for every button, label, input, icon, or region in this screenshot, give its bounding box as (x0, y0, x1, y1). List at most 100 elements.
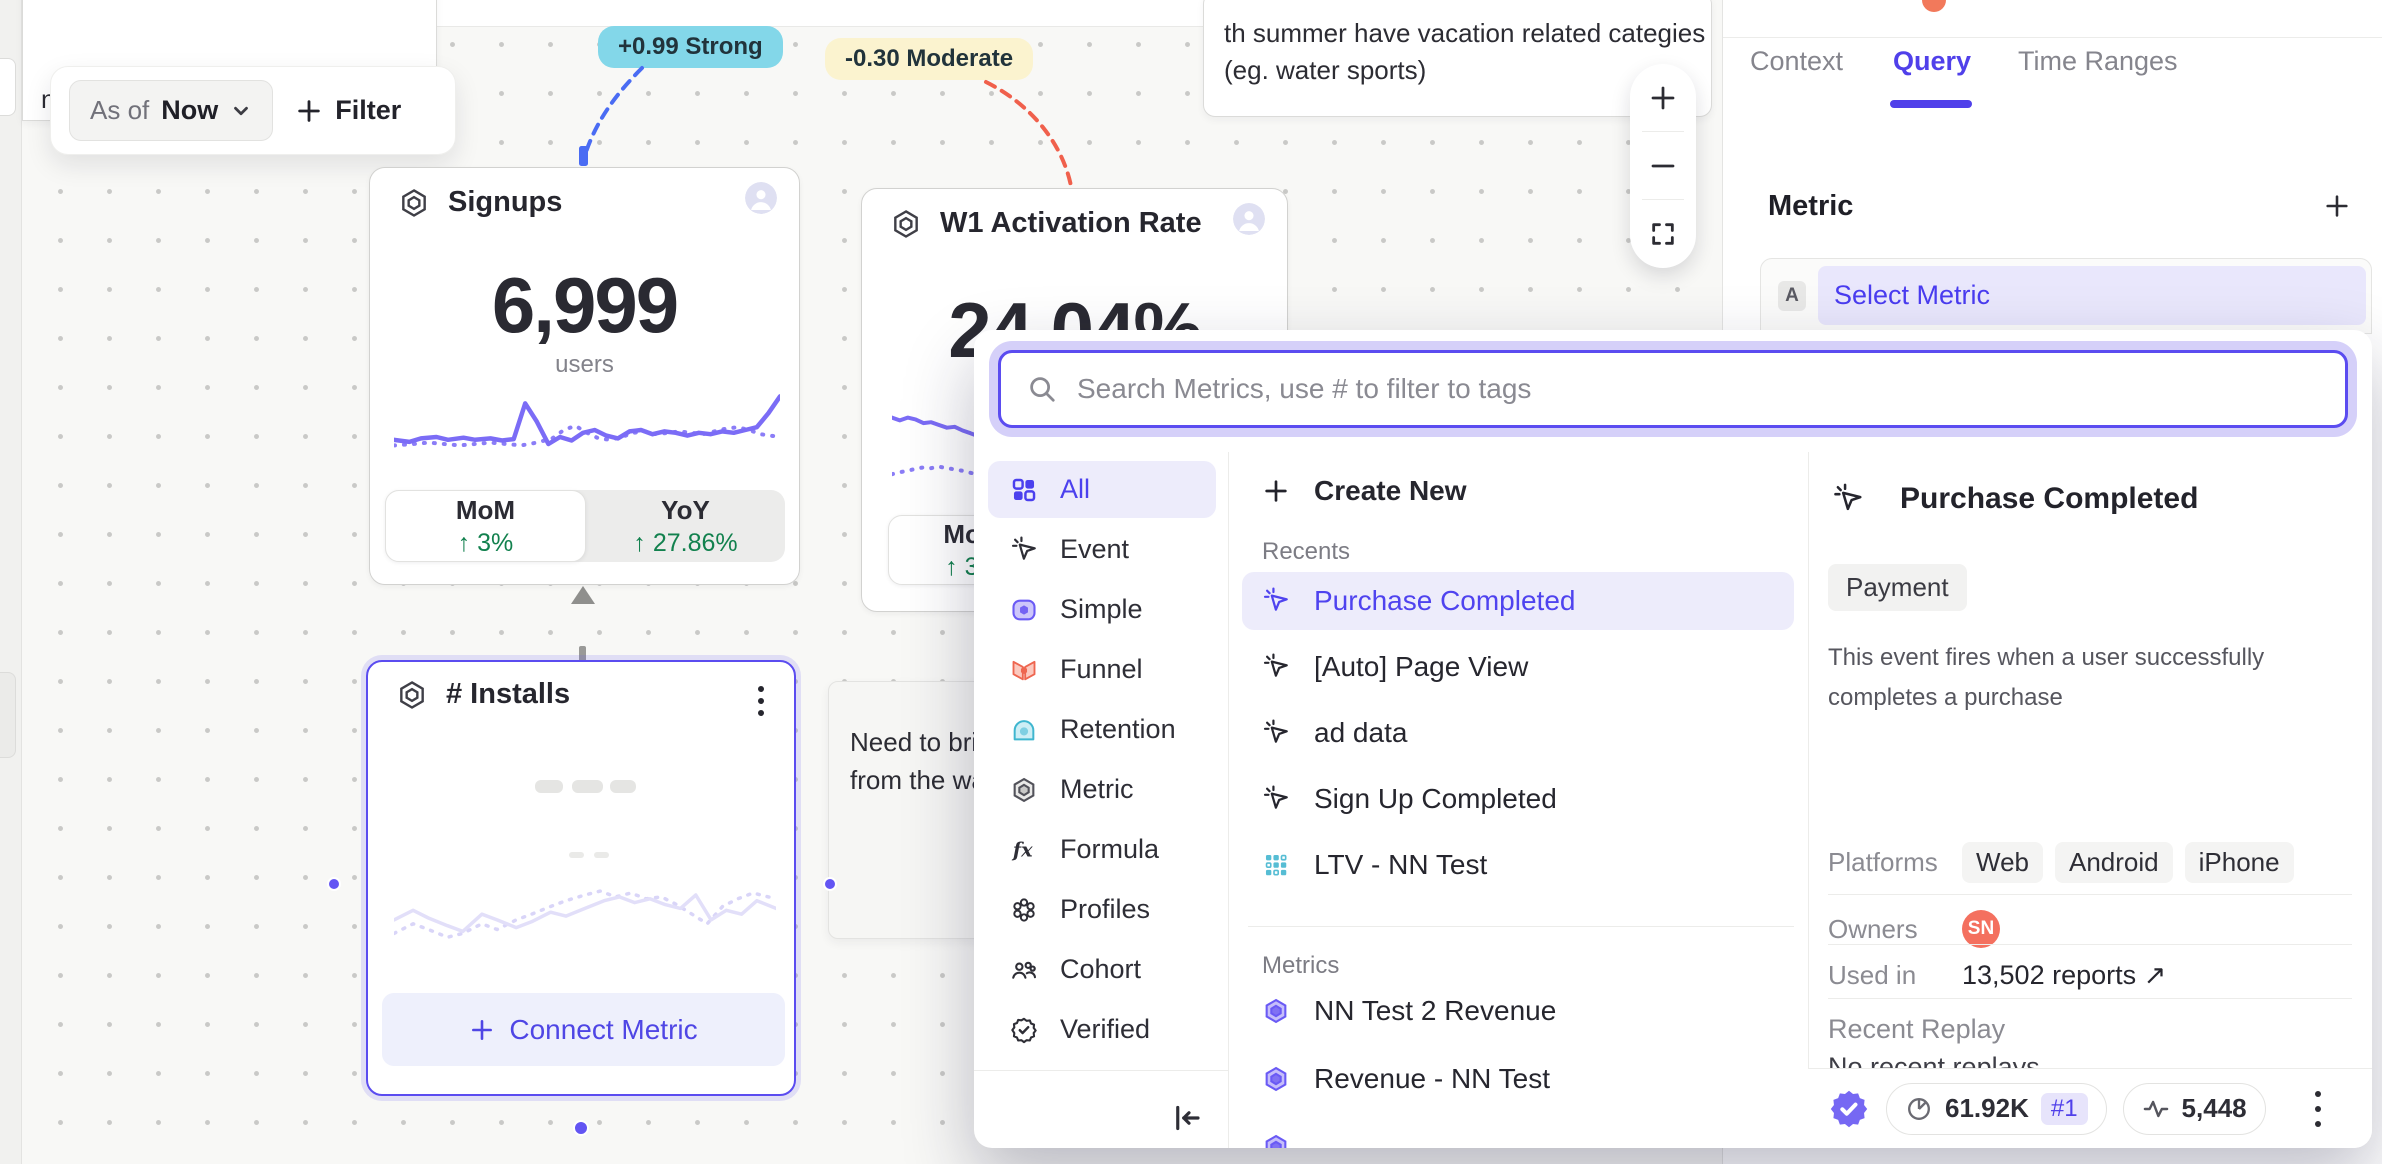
cohort-icon (1010, 956, 1038, 984)
tab-context[interactable]: Context (1750, 46, 1844, 76)
tab-query[interactable]: Query (1893, 46, 1972, 76)
kebab-menu-icon[interactable] (754, 682, 768, 722)
category-event[interactable]: Event (988, 521, 1216, 578)
event-description: This event fires when a user successfull… (1828, 644, 2265, 711)
create-new-button[interactable]: Create New (1242, 462, 1794, 520)
category-label: Profiles (1060, 894, 1151, 924)
list-item-label: LTV - NN Test (1314, 849, 1488, 880)
add-filter-button[interactable]: Filter (295, 95, 401, 126)
verified-seal-icon[interactable] (1828, 1088, 1870, 1130)
category-verified[interactable]: Verified (988, 1001, 1216, 1058)
metric-hexagon-icon (400, 680, 424, 709)
category-funnel[interactable]: Funnel (988, 641, 1216, 698)
connect-metric-label: Connect Metric (509, 1013, 698, 1045)
toggle-delta: ↑ 27.86% (633, 528, 738, 557)
platforms-row: Platforms Web Android iPhone (1828, 842, 2352, 883)
event-detail-panel: Purchase Completed Payment This event fi… (1808, 452, 2372, 1148)
list-item-label: Sign Up Completed (1314, 783, 1557, 814)
create-new-label: Create New (1314, 475, 1467, 506)
divider (1642, 131, 1684, 132)
used-in-value[interactable]: 13,502 reports ↗ (1962, 960, 2167, 990)
category-retention[interactable]: Retention (988, 701, 1216, 758)
event-icon (1262, 653, 1290, 681)
toggle-mom[interactable]: MoM ↑ 3% (385, 490, 586, 562)
activation-sparkline-dotted (892, 464, 990, 479)
list-item-auto-page-view[interactable]: [Auto] Page View (1242, 638, 1794, 696)
metric-hexagon-icon (894, 209, 918, 238)
toggle-yoy[interactable]: YoY ↑ 27.86% (586, 490, 785, 562)
note-line-2: (eg. water sports) (1224, 55, 1427, 85)
list-item-ltv-nn-test[interactable]: LTV - NN Test (1242, 836, 1794, 894)
metric-search-input[interactable] (1077, 373, 2319, 405)
kebab-menu-icon[interactable] (2312, 1087, 2324, 1131)
event-tag-payment[interactable]: Payment (1828, 564, 1967, 611)
as-of-dropdown[interactable]: As of Now (69, 80, 274, 141)
connect-metric-button[interactable]: Connect Metric (382, 993, 785, 1066)
select-metric-button[interactable]: Select Metric (1818, 266, 2366, 325)
category-profiles[interactable]: Profiles (988, 881, 1216, 938)
correlation-badge-moderate[interactable]: -0.30 Moderate (825, 38, 1034, 80)
category-simple[interactable]: Simple (988, 581, 1216, 638)
event-icon (1832, 480, 1864, 518)
list-item-nn-test-2-revenue[interactable]: NN Test 2 Revenue (1242, 982, 1794, 1040)
toggle-label: YoY (661, 494, 710, 525)
list-item-revenue-nn-test[interactable]: Revenue - NN Test (1242, 1050, 1794, 1108)
search-icon (1030, 377, 1055, 402)
category-label: Cohort (1060, 954, 1142, 984)
divider (1642, 199, 1684, 200)
retention-icon (1010, 716, 1038, 744)
list-item-label: Revenue - NN Test (1314, 1063, 1551, 1094)
list-item-purchase-completed[interactable]: Purchase Completed (1242, 572, 1794, 630)
category-all[interactable]: All (988, 461, 1216, 518)
event-count-pill[interactable]: 5,448 (2122, 1082, 2266, 1135)
category-formula[interactable]: fx Formula (988, 821, 1216, 878)
pie-chart-icon (1908, 1097, 1930, 1120)
rail-fragment (0, 58, 16, 116)
zoom-out-button[interactable] (1630, 132, 1696, 199)
metric-card-signups[interactable]: Signups 6,999 users MoM ↑ 3% YoY ↑ 27.86… (369, 167, 800, 585)
used-in-row: Used in 13,502 reports ↗ (1828, 960, 2352, 991)
list-item-[interactable] (1242, 1118, 1794, 1148)
platform-tag-iphone[interactable]: iPhone (2184, 842, 2294, 883)
list-item-label: NN Test 2 Revenue (1314, 995, 1557, 1026)
add-metric-button[interactable] (2323, 192, 2351, 220)
metric-card-installs[interactable]: # Installs Connect Metric (366, 660, 796, 1096)
list-item-label: ad data (1314, 717, 1408, 748)
metric-purple-icon (1262, 1133, 1290, 1148)
category-metric[interactable]: Metric (988, 761, 1216, 818)
installs-sparkline (394, 893, 776, 934)
metric-unit: users (555, 351, 614, 378)
plus-icon (1651, 86, 1675, 109)
grid-icon (1010, 476, 1038, 504)
divider (1808, 452, 1809, 1148)
skeleton-bar (572, 780, 603, 793)
divider (1723, 37, 2382, 38)
left-rail (0, 0, 22, 1164)
category-label: Funnel (1060, 654, 1143, 684)
list-item-sign-up-completed[interactable]: Sign Up Completed (1242, 770, 1794, 828)
correlation-badge-strong[interactable]: +0.99 Strong (598, 26, 783, 68)
sticky-note-summer[interactable]: th summer have vacation related categies… (1203, 0, 1712, 117)
volume-pill[interactable]: 61.92K #1 (1886, 1082, 2107, 1135)
metric-purple-icon (1262, 997, 1290, 1025)
platform-tags: Web Android iPhone (1962, 842, 2306, 883)
owners-label: Owners (1828, 913, 1918, 944)
platform-tag-web[interactable]: Web (1962, 842, 2043, 883)
avatar (1233, 203, 1265, 235)
used-in-label: Used in (1828, 960, 1917, 990)
plus-icon (1265, 480, 1287, 502)
fit-view-button[interactable] (1630, 200, 1696, 267)
platform-tag-android[interactable]: Android (2055, 842, 2173, 883)
list-item-ad-data[interactable]: ad data (1242, 704, 1794, 762)
category-cohort[interactable]: Cohort (988, 941, 1216, 998)
verified-icon (1010, 1016, 1038, 1044)
owner-avatar[interactable]: SN (1962, 910, 2000, 948)
collapse-panel-button[interactable] (1168, 1100, 1212, 1140)
filter-label: Filter (335, 95, 402, 125)
skeleton-dash (594, 852, 609, 858)
zoom-in-button[interactable] (1630, 64, 1696, 131)
tab-time-ranges[interactable]: Time Ranges (2018, 46, 2178, 76)
canvas-toolbar: As of Now Filter (50, 66, 456, 155)
